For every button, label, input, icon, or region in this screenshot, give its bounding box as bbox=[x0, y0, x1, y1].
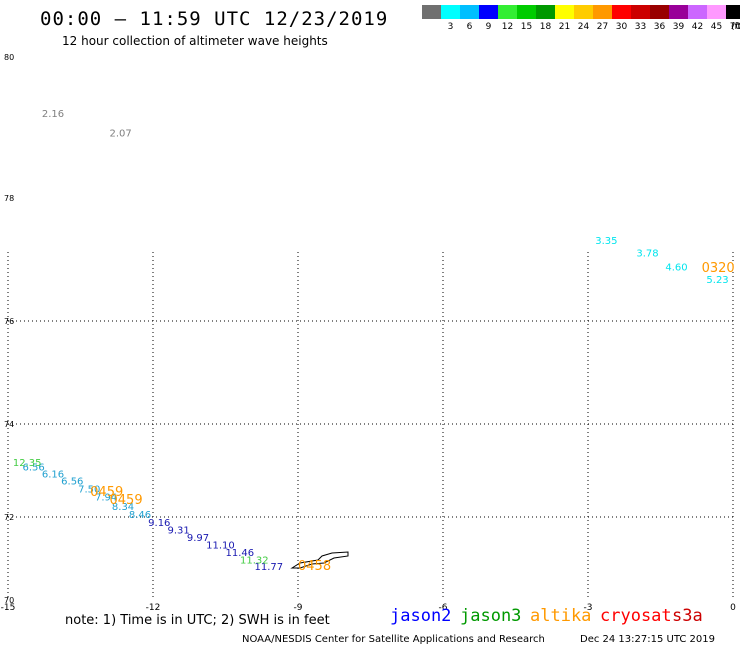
wave-height-label: 6.16 bbox=[42, 469, 64, 480]
scale-tick-label: 6 bbox=[466, 22, 473, 32]
wave-height-label: 2.16 bbox=[42, 109, 64, 120]
wave-height-label: 4.60 bbox=[665, 263, 687, 274]
page-subtitle: 12 hour collection of altimeter wave hei… bbox=[62, 34, 328, 48]
scale-swatch bbox=[726, 5, 740, 19]
wave-height-label: 3.35 bbox=[595, 236, 617, 247]
wave-height-label: 8.34 bbox=[112, 502, 134, 513]
scale-tick-label: 3 bbox=[447, 22, 454, 32]
scale-swatch bbox=[460, 5, 479, 19]
scale-tick-label: 36 bbox=[653, 22, 666, 32]
wave-height-label: 11.77 bbox=[255, 562, 284, 573]
longitude-label: -3 bbox=[584, 603, 593, 613]
wave-height-label: 9.31 bbox=[168, 526, 190, 537]
credit-line: NOAA/NESDIS Center for Satellite Applica… bbox=[242, 634, 545, 645]
longitude-label: 0 bbox=[730, 603, 736, 613]
scale-swatch bbox=[669, 5, 688, 19]
scale-tick-label: 30 bbox=[615, 22, 628, 32]
scale-swatch bbox=[650, 5, 669, 19]
scale-tick-label: 12 bbox=[501, 22, 514, 32]
scale-tick-label: 42 bbox=[691, 22, 704, 32]
wave-height-label: 9.16 bbox=[148, 518, 170, 529]
scale-tick-label: 15 bbox=[520, 22, 533, 32]
scale-tick-label: 9 bbox=[485, 22, 492, 32]
scale-swatch bbox=[688, 5, 707, 19]
scale-swatch bbox=[593, 5, 612, 19]
latitude-label: 80 bbox=[4, 53, 14, 62]
scale-tick-label: 45 bbox=[710, 22, 723, 32]
longitude-label: -12 bbox=[146, 603, 161, 613]
satellite-legend-item: jason2 bbox=[390, 606, 452, 626]
wave-height-label: 7.50 bbox=[78, 484, 100, 495]
island-outline bbox=[290, 551, 349, 569]
scale-tick-label: 39 bbox=[672, 22, 685, 32]
satellite-legend-item: s3a bbox=[672, 606, 703, 626]
pass-time-label: 0320 bbox=[702, 261, 735, 276]
satellite-legend-item: altika bbox=[530, 606, 592, 626]
scale-swatch bbox=[422, 5, 441, 19]
scale-tick-label: 27 bbox=[596, 22, 609, 32]
satellite-legend-item: cryosat bbox=[600, 606, 672, 626]
scale-swatch bbox=[536, 5, 555, 19]
pass-time-label: 0459 bbox=[90, 485, 123, 500]
scale-tick-label: 18 bbox=[539, 22, 552, 32]
scale-unit-label: (ft) bbox=[731, 22, 740, 32]
scale-swatch bbox=[574, 5, 593, 19]
scale-swatch bbox=[517, 5, 536, 19]
footer-note: note: 1) Time is in UTC; 2) SWH is in fe… bbox=[65, 613, 330, 628]
latitude-label: 76 bbox=[4, 317, 14, 326]
scale-swatch bbox=[498, 5, 517, 19]
page-title: 00:00 – 11:59 UTC 12/23/2019 bbox=[40, 8, 389, 30]
latitude-label: 72 bbox=[4, 513, 14, 522]
wave-height-label: 11.46 bbox=[226, 548, 255, 559]
latitude-label: 74 bbox=[4, 420, 14, 429]
wave-height-label: 9.97 bbox=[187, 533, 209, 544]
wave-height-label: 3.78 bbox=[636, 248, 658, 259]
longitude-label: -9 bbox=[294, 603, 303, 613]
generated-timestamp: Dec 24 13:27:15 UTC 2019 bbox=[580, 634, 715, 645]
color-scale-labels: 3 6 9 12 15 18 21 24 27 30 33 36 39 42 45 70 bbox=[422, 22, 740, 34]
scale-tick-label: 33 bbox=[634, 22, 647, 32]
scale-swatch bbox=[441, 5, 460, 19]
wave-height-label: 11.32 bbox=[240, 555, 269, 566]
wave-height-label: 5.23 bbox=[706, 275, 728, 286]
longitude-label: -15 bbox=[1, 603, 16, 613]
scale-swatch bbox=[555, 5, 574, 19]
wave-height-label: 12.35 bbox=[13, 458, 42, 469]
wave-height-label: 6.56 bbox=[23, 463, 45, 474]
scale-tick-label: 21 bbox=[558, 22, 571, 32]
wave-height-label: 2.07 bbox=[110, 129, 132, 140]
scale-swatch bbox=[479, 5, 498, 19]
wave-height-label: 11.10 bbox=[206, 541, 235, 552]
wave-height-label: 7.94 bbox=[95, 493, 117, 504]
longitude-label: -6 bbox=[439, 603, 448, 613]
scale-tick-label: 24 bbox=[577, 22, 590, 32]
wave-height-label: 6.56 bbox=[61, 476, 83, 487]
wave-height-label: 8.46 bbox=[129, 510, 151, 521]
satellite-legend-item: jason3 bbox=[460, 606, 522, 626]
scale-tick-label: 70 bbox=[729, 22, 740, 32]
scale-swatch bbox=[631, 5, 650, 19]
pass-time-label: 0459 bbox=[110, 493, 143, 508]
pass-time-label: 0458 bbox=[298, 559, 331, 574]
latitude-label: 78 bbox=[4, 194, 14, 203]
scale-swatch bbox=[707, 5, 726, 19]
color-scale-legend bbox=[422, 5, 740, 19]
scale-swatch bbox=[612, 5, 631, 19]
latitude-label: 70 bbox=[4, 596, 14, 605]
